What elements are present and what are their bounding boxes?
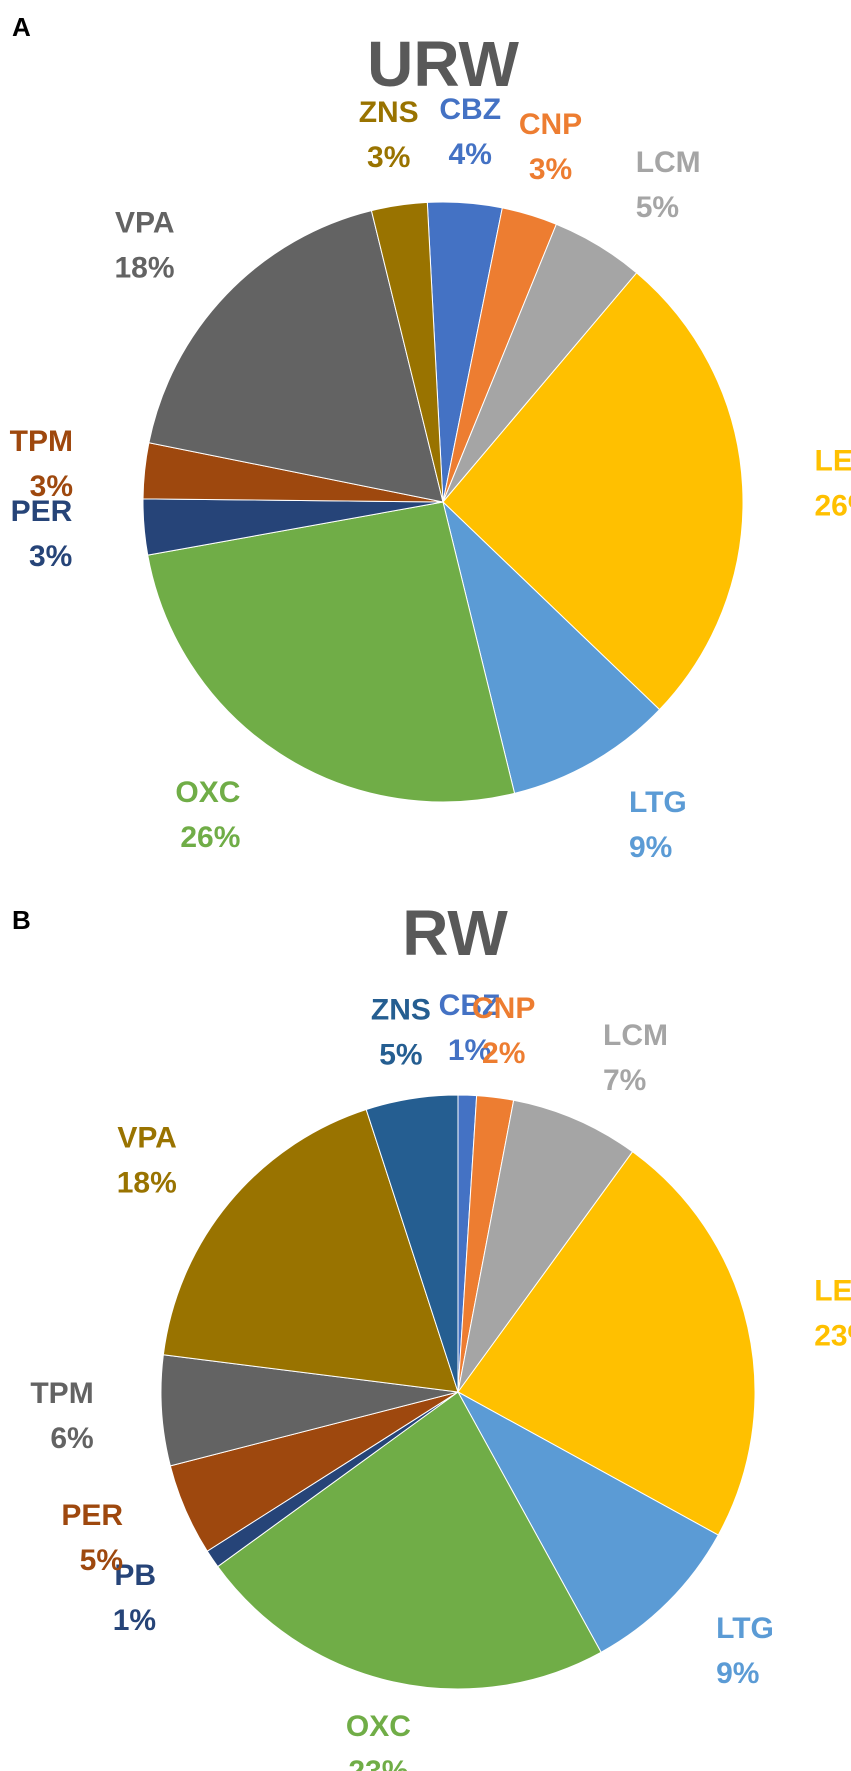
pie-slices-rw: [160, 1094, 756, 1690]
pie-slice-rw-lev: [457, 1151, 756, 1536]
pie-label-urw-tpm: TPM 3%: [10, 425, 73, 503]
pie-label-name-urw-zns: ZNS: [359, 96, 419, 129]
pie-label-pct-rw-cnp: 2%: [482, 1037, 525, 1070]
pie-label-rw-vpa: VPA 18%: [117, 1121, 177, 1199]
pie-label-rw-cnp: CNP 2%: [472, 992, 535, 1070]
pie-label-name-urw-cnp: CNP: [519, 108, 582, 141]
pie-label-urw-vpa: VPA 18%: [114, 207, 174, 285]
pie-label-rw-oxc: OXC 23%: [346, 1710, 411, 1771]
pie-label-name-rw-zns: ZNS: [371, 994, 431, 1027]
pie-slice-urw-oxc: [147, 501, 516, 803]
pie-label-rw-zns: ZNS 5%: [371, 994, 431, 1072]
pie-label-name-rw-per: PER: [61, 1499, 123, 1532]
pie-label-pct-urw-tpm: 3%: [30, 470, 73, 503]
pie-label-pct-urw-per: 3%: [29, 540, 72, 573]
pie-label-name-urw-lcm: LCM: [636, 146, 701, 179]
chart-title-urw: URW: [367, 28, 519, 100]
pie-label-pct-rw-oxc: 23%: [348, 1755, 408, 1771]
pie-label-urw-lcm: LCM 5%: [636, 146, 701, 224]
pie-label-name-urw-vpa: VPA: [115, 207, 174, 240]
pie-label-name-urw-oxc: OXC: [175, 776, 240, 809]
pie-slice-rw-zns: [365, 1094, 459, 1393]
pie-label-pct-rw-cbz: 1%: [448, 1034, 491, 1067]
pie-slice-rw-vpa: [162, 1108, 459, 1393]
pie-label-urw-cbz: CBZ 4%: [439, 93, 501, 171]
pie-label-urw-lev: LEV 26%: [815, 445, 851, 523]
pie-label-name-rw-lev: LEV: [814, 1274, 851, 1307]
chart-title-rw: RW: [402, 897, 508, 969]
panel-letter-a: A: [12, 12, 31, 42]
pie-label-pct-rw-lcm: 7%: [603, 1064, 646, 1097]
pie-label-pct-urw-ltg: 9%: [629, 831, 672, 864]
pie-label-pct-rw-vpa: 18%: [117, 1166, 177, 1199]
pie-slice-urw-lev: [442, 272, 744, 711]
pie-label-pct-rw-ltg: 9%: [716, 1657, 759, 1690]
pie-slice-rw-ltg: [456, 1390, 719, 1653]
pie-label-urw-zns: ZNS 3%: [359, 96, 419, 174]
pie-slice-rw-lcm: [457, 1099, 634, 1393]
chart-panel-a: A URW CBZ 4% CNP 3% LCM 5% LEV 26% LTG 9% OXC 26% PE…: [0, 0, 851, 885]
pie-label-pct-urw-cnp: 3%: [529, 153, 572, 186]
pie-label-rw-lev: LEV 23%: [814, 1274, 851, 1352]
pie-label-pct-urw-lcm: 5%: [636, 191, 679, 224]
pie-label-name-rw-oxc: OXC: [346, 1710, 411, 1743]
pie-chart-urw: URW CBZ4%CNP3%LCM5%LEV26%LTG9%OXC26%PER3…: [10, 28, 851, 864]
pie-label-name-urw-ltg: LTG: [629, 786, 687, 819]
pie-label-name-rw-pb: PB: [114, 1559, 156, 1592]
pie-label-urw-per: PER 3%: [11, 495, 73, 573]
pie-label-pct-urw-oxc: 26%: [180, 821, 240, 854]
pie-label-name-urw-per: PER: [11, 495, 73, 528]
pie-label-pct-rw-zns: 5%: [379, 1039, 422, 1072]
pie-label-rw-tpm: TPM 6%: [30, 1377, 93, 1455]
pie-label-urw-oxc: OXC 26%: [175, 776, 240, 854]
pie-label-pct-urw-lev: 26%: [815, 490, 851, 523]
pie-slice-urw-zns: [370, 201, 444, 503]
pie-labels-urw: CBZ4%CNP3%LCM5%LEV26%LTG9%OXC26%PER3%TPM…: [10, 93, 851, 864]
pie-label-name-urw-cbz: CBZ: [439, 93, 501, 126]
pie-label-pct-urw-vpa: 18%: [114, 252, 174, 285]
pie-label-name-urw-tpm: TPM: [10, 425, 73, 458]
pie-label-pct-rw-pb: 1%: [113, 1604, 156, 1637]
pie-label-rw-per: PER 5%: [61, 1499, 123, 1577]
panel-letter-b: B: [12, 905, 31, 935]
pie-label-name-rw-tpm: TPM: [30, 1377, 93, 1410]
pie-label-name-rw-vpa: VPA: [117, 1121, 176, 1154]
pie-label-rw-cbz: CBZ 1%: [439, 989, 501, 1067]
pie-chart-rw: RW CBZ1%CNP2%LCM7%LEV23%LTG9%OXC23%PB1%P…: [30, 897, 851, 1771]
pie-label-urw-ltg: LTG 9%: [629, 786, 687, 864]
pie-slice-urw-vpa: [148, 210, 444, 503]
pie-label-rw-lcm: LCM 7%: [603, 1019, 668, 1097]
pie-labels-rw: CBZ 1% CNP 2% LCM 7% LEV 23% LTG 9% OXC 23% PB 1% PER 5…: [30, 989, 851, 1771]
pie-label-pct-rw-lev: 23%: [814, 1319, 851, 1352]
pie-label-pct-rw-tpm: 6%: [50, 1422, 93, 1455]
pie-slice-rw-oxc: [217, 1391, 602, 1690]
pie-label-pct-rw-per: 5%: [80, 1544, 123, 1577]
pie-label-name-urw-lev: LEV: [815, 445, 851, 478]
pie-slices-urw: [142, 201, 744, 803]
pie-label-name-rw-cnp: CNP: [472, 992, 535, 1025]
pie-label-rw-pb: PB 1%: [113, 1559, 156, 1637]
pie-label-name-rw-lcm: LCM: [603, 1019, 668, 1052]
pie-label-name-rw-ltg: LTG: [716, 1612, 774, 1645]
chart-panel-b: B RW CBZ 1% CNP 2% LCM 7% LEV 23% LTG 9% OXC 23% PB 1…: [0, 885, 851, 1771]
pie-label-rw-ltg: LTG 9%: [716, 1612, 774, 1690]
pie-label-pct-urw-zns: 3%: [367, 141, 410, 174]
pie-label-name-rw-cbz: CBZ: [439, 989, 501, 1022]
pie-label-pct-urw-cbz: 4%: [449, 138, 492, 171]
pie-label-urw-cnp: CNP 3%: [519, 108, 582, 186]
